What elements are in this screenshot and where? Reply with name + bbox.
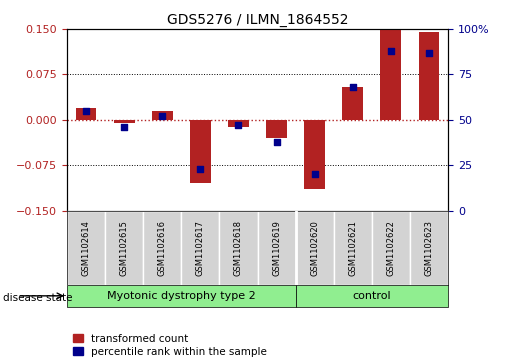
Text: GSM1102622: GSM1102622 bbox=[386, 220, 396, 276]
Title: GDS5276 / ILMN_1864552: GDS5276 / ILMN_1864552 bbox=[167, 13, 348, 26]
Bar bbox=[114, 120, 134, 123]
Bar bbox=[181, 211, 219, 285]
Legend: transformed count, percentile rank within the sample: transformed count, percentile rank withi… bbox=[72, 333, 268, 358]
Bar bbox=[372, 211, 410, 285]
Bar bbox=[334, 211, 372, 285]
Bar bbox=[296, 285, 448, 307]
Bar bbox=[105, 211, 143, 285]
Text: GSM1102623: GSM1102623 bbox=[424, 220, 434, 276]
Bar bbox=[381, 29, 401, 120]
Point bbox=[82, 108, 90, 114]
Bar bbox=[258, 211, 296, 285]
Text: control: control bbox=[352, 291, 391, 301]
Bar bbox=[342, 86, 363, 120]
Point bbox=[387, 48, 395, 54]
Point bbox=[425, 50, 433, 56]
Point bbox=[234, 122, 243, 128]
Bar bbox=[76, 108, 96, 120]
Text: GSM1102619: GSM1102619 bbox=[272, 220, 281, 276]
Bar bbox=[219, 211, 258, 285]
Text: disease state: disease state bbox=[3, 293, 72, 303]
Text: GSM1102617: GSM1102617 bbox=[196, 220, 205, 276]
Text: Myotonic dystrophy type 2: Myotonic dystrophy type 2 bbox=[107, 291, 255, 301]
Point bbox=[158, 113, 166, 119]
Point bbox=[196, 166, 204, 172]
Bar bbox=[67, 211, 105, 285]
Point bbox=[272, 139, 281, 144]
Text: GSM1102618: GSM1102618 bbox=[234, 220, 243, 276]
Bar bbox=[410, 211, 448, 285]
Point bbox=[349, 84, 357, 90]
Text: GSM1102616: GSM1102616 bbox=[158, 220, 167, 276]
Bar bbox=[67, 285, 296, 307]
Bar bbox=[266, 120, 287, 138]
Text: GSM1102614: GSM1102614 bbox=[81, 220, 91, 276]
Bar bbox=[228, 120, 249, 127]
Bar bbox=[152, 111, 173, 120]
Text: GSM1102615: GSM1102615 bbox=[119, 220, 129, 276]
Bar bbox=[304, 120, 325, 189]
Text: GSM1102621: GSM1102621 bbox=[348, 220, 357, 276]
Bar bbox=[419, 32, 439, 120]
Bar bbox=[143, 211, 181, 285]
Bar bbox=[296, 211, 334, 285]
Point bbox=[311, 171, 319, 177]
Point bbox=[120, 124, 128, 130]
Bar bbox=[190, 120, 211, 183]
Text: GSM1102620: GSM1102620 bbox=[310, 220, 319, 276]
